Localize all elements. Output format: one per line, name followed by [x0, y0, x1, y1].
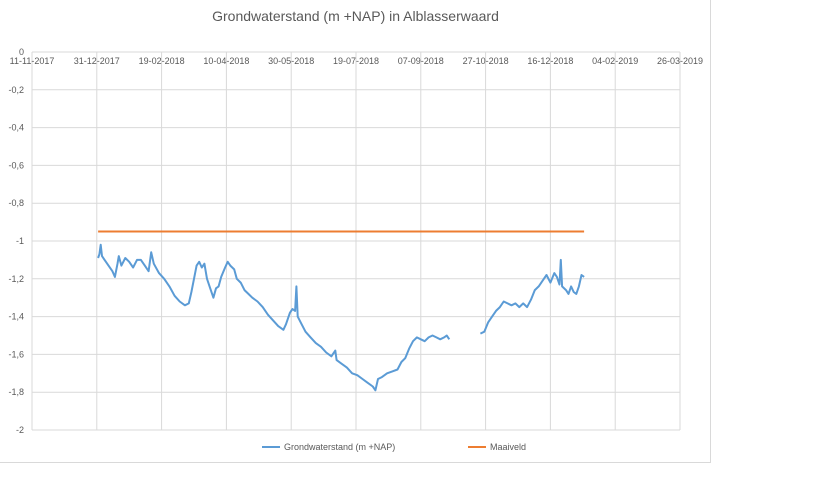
chart-frame: Grondwaterstand (m +NAP) in Alblasserwaa… — [0, 0, 711, 463]
legend-label: Grondwaterstand (m +NAP) — [284, 442, 395, 452]
series-line-grondwaterstand — [97, 243, 451, 392]
y-tick-label: -2 — [16, 425, 24, 435]
x-axis-tick-labels: 11-11-2017 31-12-2017 19-02-2018 10-04-2018… — [10, 56, 703, 66]
y-tick-label: -1,6 — [8, 349, 24, 359]
series-lines — [97, 230, 585, 392]
x-tick-label: 27-10-2018 — [463, 56, 509, 66]
x-tick-label: 31-12-2017 — [74, 56, 120, 66]
legend: Grondwaterstand (m +NAP) Maaiveld — [262, 442, 526, 452]
chart-svg: 0 -0,2 -0,4 -0,6 -0,8 -1 -1,2 -1,4 -1,6 -1,8 -2 11… — [8, 47, 703, 452]
y-tick-label: -0,4 — [8, 123, 24, 133]
x-tick-label: 19-07-2018 — [333, 56, 379, 66]
y-tick-label: -1,2 — [8, 274, 24, 284]
x-tick-label: 19-02-2018 — [139, 56, 185, 66]
chart-title: Grondwaterstand (m +NAP) in Alblasserwaa… — [212, 8, 499, 24]
y-tick-label: 0 — [19, 47, 24, 57]
x-tick-label: 30-05-2018 — [268, 56, 314, 66]
x-tick-label: 04-02-2019 — [592, 56, 638, 66]
y-tick-label: -0,6 — [8, 160, 24, 170]
legend-label: Maaiveld — [490, 442, 526, 452]
y-tick-label: -1,4 — [8, 312, 24, 322]
x-tick-label: 10-04-2018 — [203, 56, 249, 66]
y-tick-label: -0,2 — [8, 85, 24, 95]
y-tick-label: -1,8 — [8, 387, 24, 397]
series-line-grondwaterstand — [479, 258, 585, 335]
y-tick-label: -1 — [16, 236, 24, 246]
gridlines — [31, 51, 681, 431]
y-axis-tick-labels: 0 -0,2 -0,4 -0,6 -0,8 -1 -1,2 -1,4 -1,6 -1,8 -2 — [8, 47, 24, 435]
y-tick-label: -0,8 — [8, 198, 24, 208]
x-tick-label: 07-09-2018 — [398, 56, 444, 66]
x-tick-label: 11-11-2017 — [10, 56, 55, 66]
x-tick-label: 26-03-2019 — [657, 56, 703, 66]
x-tick-label: 16-12-2018 — [527, 56, 573, 66]
